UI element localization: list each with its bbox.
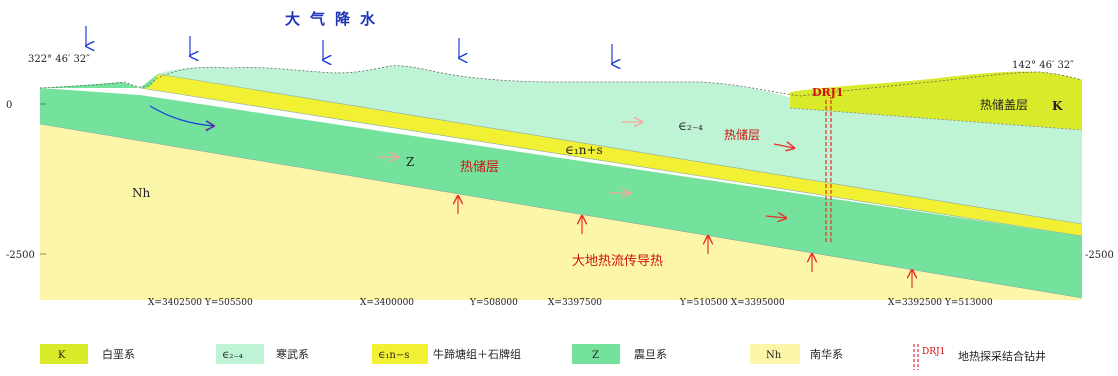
heat-flow-arrow [765, 216, 786, 218]
layer-sinian-upland [40, 74, 158, 120]
precipitation-arrows [86, 26, 612, 64]
legend-name: 白垩系 [102, 347, 135, 361]
legend-name: 牛蹄塘组＋石牌组 [433, 347, 521, 361]
legend-swatch-borehole [913, 344, 919, 370]
legend-name: 南华系 [810, 347, 843, 361]
layer-cretaceous [790, 71, 1082, 130]
legend-swatch-nanhua [750, 344, 800, 364]
right-corner-coord: 142° 46′ 32″ [1012, 60, 1074, 71]
terrain-surface-line [39, 65, 1083, 97]
legend-swatch-k [40, 344, 88, 364]
annotation-reservoir-upper: 热储层 [724, 127, 760, 142]
annotation-reservoir-lower: 热储层 [460, 160, 499, 175]
legend-code: Nh [766, 350, 782, 361]
caprock-base-line [789, 107, 1083, 131]
legend-name: 地热探采结合钻井 [958, 349, 1046, 363]
coordinate-label: X=3400000 [360, 298, 414, 308]
coordinate-label: X=3397500 [548, 298, 602, 308]
depth-label-bottom-left: -2500 [6, 250, 35, 261]
label-cretaceous: K [1052, 99, 1063, 113]
infiltration-arrow [149, 105, 214, 126]
heat-conduction-arrows [458, 196, 912, 288]
label-sinian: Z [406, 155, 414, 169]
coordinate-label: X=3392500 Y=513000 [888, 298, 993, 308]
legend-swatch-niushi [372, 344, 428, 364]
title-text: 大气降水 [285, 10, 385, 28]
annotation-caprock: 热储盖层 [980, 97, 1028, 112]
legend-name: 震旦系 [634, 348, 667, 361]
legend-code: DRJ1 [922, 347, 945, 357]
coordinate-label: Y=508000 [469, 298, 518, 308]
legend: K 白垩系 ∈₂₋₄ 寒武系 ∈₁n−s 牛蹄塘组＋石牌组 Z 震旦系 Nh 南… [40, 344, 1046, 370]
boundary-line-3 [157, 73, 1083, 225]
legend-code: ∈₁n−s [378, 350, 409, 361]
label-nanhua: Nh [132, 186, 151, 200]
heat-flow-arrow [773, 144, 794, 148]
legend-swatch-sinian [572, 344, 620, 364]
coordinate-label: Y=510500 X=3395000 [679, 298, 785, 308]
boundary-line-2 [139, 87, 1083, 237]
legend-name: 寒武系 [276, 347, 309, 361]
layer-niushi [140, 74, 1082, 236]
coordinate-label: X=3402500 Y=505500 [148, 298, 253, 308]
legend-swatch-cambrian [216, 344, 264, 364]
legend-code: Z [592, 350, 599, 361]
legend-code: ∈₂₋₄ [222, 350, 243, 361]
label-niushi: ∈₁n+s [565, 143, 603, 157]
legend-code: K [58, 350, 66, 361]
depth-label-bottom-right: -2500 [1085, 250, 1114, 261]
layer-sinian [40, 88, 1082, 298]
label-cambrian: ∈₂₋₄ [678, 119, 703, 133]
layer-nanhua [40, 124, 1082, 300]
depth-label-top-left: 0 [6, 100, 12, 111]
left-corner-coord: 322° 46′ 32″ [28, 54, 90, 65]
annotation-heat-flow: 大地热流传导热 [572, 254, 663, 269]
borehole-label: DRJ1 [812, 86, 844, 99]
